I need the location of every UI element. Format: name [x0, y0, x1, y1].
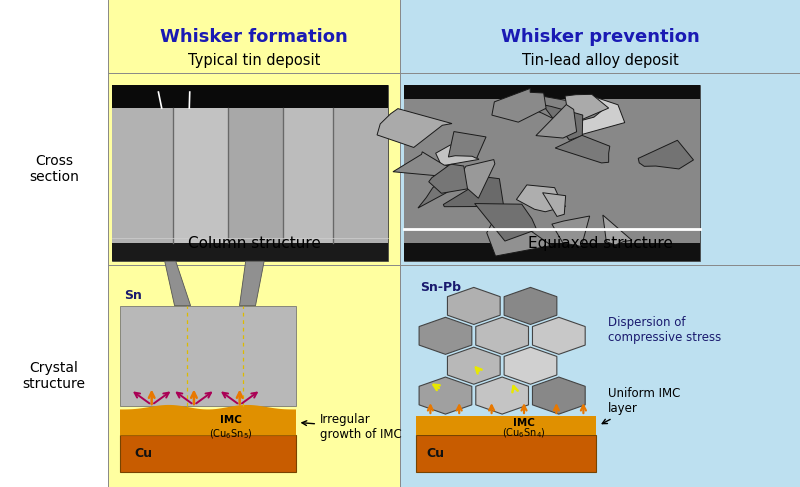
Polygon shape [504, 347, 557, 384]
Bar [108, 0, 400, 487]
Text: Irregular
growth of IMC: Irregular growth of IMC [302, 413, 402, 441]
Bar [120, 435, 296, 472]
Polygon shape [377, 109, 452, 148]
Text: Cu: Cu [134, 448, 152, 460]
Bar [112, 108, 173, 243]
Text: (Cu$_6$Sn$_5$): (Cu$_6$Sn$_5$) [209, 427, 253, 441]
Bar [283, 108, 333, 243]
Bar [416, 416, 596, 435]
Polygon shape [492, 89, 546, 122]
Polygon shape [542, 105, 582, 140]
Polygon shape [447, 347, 500, 384]
Polygon shape [419, 318, 472, 355]
Polygon shape [429, 164, 467, 193]
Text: Typical tin deposit: Typical tin deposit [188, 54, 320, 68]
Bar [333, 108, 388, 243]
Polygon shape [486, 220, 551, 256]
Bar [112, 108, 388, 243]
Bar [404, 99, 700, 243]
Polygon shape [603, 215, 632, 245]
Polygon shape [533, 318, 585, 355]
Text: Crystal
structure: Crystal structure [22, 361, 86, 392]
Polygon shape [638, 140, 694, 169]
Polygon shape [476, 377, 529, 414]
Bar [400, 0, 800, 487]
Bar [228, 108, 283, 243]
Text: IMC: IMC [513, 418, 535, 428]
Text: Whisker prevention: Whisker prevention [501, 28, 699, 45]
Polygon shape [529, 94, 606, 125]
Text: Cu: Cu [426, 448, 445, 460]
Polygon shape [565, 94, 609, 120]
Polygon shape [393, 152, 450, 176]
Bar [404, 85, 700, 99]
Bar [173, 108, 228, 243]
Polygon shape [552, 216, 590, 247]
Text: Sn-Pb: Sn-Pb [420, 281, 461, 294]
Polygon shape [120, 405, 296, 435]
Polygon shape [476, 318, 529, 355]
Polygon shape [436, 145, 479, 166]
Polygon shape [419, 377, 472, 414]
Bar [120, 306, 296, 406]
Polygon shape [536, 105, 577, 138]
Text: (Cu$_6$Sn$_4$): (Cu$_6$Sn$_4$) [502, 427, 546, 440]
Polygon shape [239, 261, 264, 306]
Polygon shape [542, 193, 566, 216]
Polygon shape [448, 131, 486, 158]
Polygon shape [165, 261, 190, 306]
Polygon shape [533, 377, 585, 414]
Polygon shape [418, 179, 462, 208]
Bar [112, 243, 388, 261]
Text: Cross
section: Cross section [29, 154, 79, 185]
Bar [416, 435, 596, 472]
Text: IMC: IMC [220, 415, 242, 425]
Text: Dispersion of
compressive stress: Dispersion of compressive stress [608, 316, 722, 344]
Bar [112, 85, 388, 261]
Bar [112, 85, 388, 108]
Bar [404, 243, 700, 261]
Text: Uniform IMC
layer: Uniform IMC layer [602, 387, 680, 424]
Polygon shape [474, 204, 537, 241]
Polygon shape [443, 177, 504, 206]
Text: Whisker formation: Whisker formation [160, 28, 348, 45]
Polygon shape [555, 135, 610, 163]
Polygon shape [517, 185, 566, 212]
Text: Equiaxed structure: Equiaxed structure [527, 236, 673, 251]
Text: Tin-lead alloy deposit: Tin-lead alloy deposit [522, 54, 678, 68]
Polygon shape [504, 287, 557, 324]
Text: Column structure: Column structure [187, 236, 321, 251]
Polygon shape [458, 160, 495, 198]
Polygon shape [447, 287, 500, 324]
Bar [404, 85, 700, 261]
Bar [0, 0, 108, 487]
Polygon shape [570, 97, 625, 138]
Text: Sn: Sn [124, 289, 142, 302]
